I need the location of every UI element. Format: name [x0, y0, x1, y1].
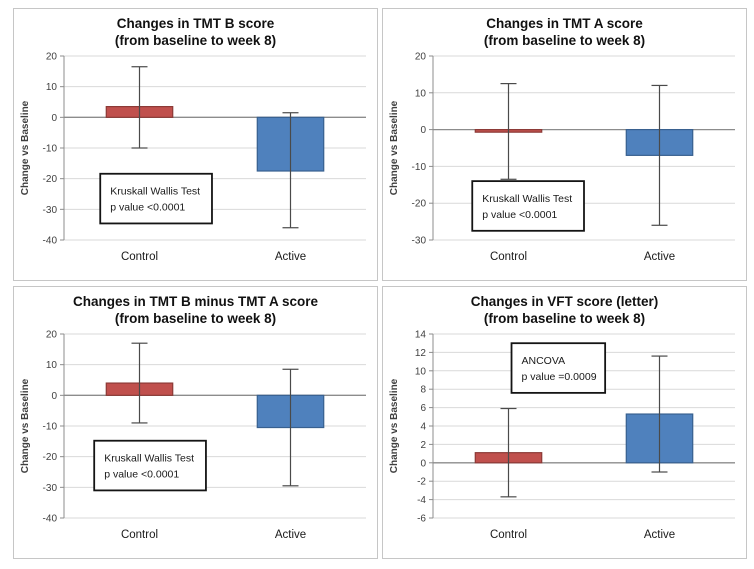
- chart-subtitle: (from baseline to week 8): [483, 311, 646, 326]
- y-axis-title: Change vs Baseline: [389, 100, 400, 195]
- category-label-control: Control: [489, 251, 526, 263]
- annotation-text: p value <0.0001: [482, 209, 557, 221]
- category-label-control: Control: [489, 529, 526, 541]
- y-tick-label: -20: [42, 174, 57, 185]
- category-label-active: Active: [274, 251, 305, 263]
- chart-title: Changes in TMT B minus TMT A score: [72, 294, 319, 309]
- tmt-b-minus-a-bar-chart: 20 10 0 -10 -20 -30 -40 Control Active Change vs …: [20, 330, 366, 541]
- annotation-text: Kruskall Wallis Test: [110, 186, 200, 198]
- y-axis-title: Change vs Baseline: [20, 378, 31, 473]
- y-tick-label: -10: [411, 162, 426, 173]
- y-tick-label: -20: [411, 199, 426, 210]
- chart-title-block: Changes in TMT B minus TMT A score (from…: [73, 293, 318, 327]
- tmt-b-bar-chart: 20 10 0 -10 -20 -30 -40 Control Active Change vs …: [20, 52, 366, 263]
- chart-title: Changes in VFT score (letter): [470, 294, 659, 309]
- category-label-control: Control: [120, 251, 157, 263]
- y-tick-label: 0: [420, 125, 426, 136]
- chart-subtitle: (from baseline to week 8): [114, 311, 277, 326]
- y-axis-title: Change vs Baseline: [20, 100, 31, 195]
- annotation-box: [510, 342, 606, 394]
- category-label-active: Active: [643, 529, 674, 541]
- chart-panel-tmt-a: Changes in TMT A score (from baseline to…: [382, 8, 747, 281]
- y-tick-label: 8: [420, 385, 426, 396]
- y-tick-label: -40: [42, 236, 57, 247]
- y-tick-label: 10: [414, 366, 426, 377]
- chart-subtitle: (from baseline to week 8): [483, 33, 646, 48]
- annotation-text: Kruskall Wallis Test: [104, 453, 194, 465]
- y-tick-label: -10: [42, 144, 57, 155]
- y-tick-label: 0: [51, 113, 57, 124]
- y-tick-label: -6: [417, 514, 426, 525]
- y-tick-label: 20: [414, 52, 426, 63]
- y-tick-label: -2: [417, 477, 426, 488]
- chart-title-block: Changes in TMT A score (from baseline to…: [484, 15, 645, 49]
- category-label-control: Control: [120, 529, 157, 541]
- y-tick-label: 10: [414, 88, 426, 99]
- chart-subtitle: (from baseline to week 8): [114, 33, 277, 48]
- chart-title-block: Changes in VFT score (letter) (from base…: [471, 293, 659, 327]
- chart-title: Changes in TMT A score: [486, 16, 643, 31]
- y-tick-label: -40: [42, 514, 57, 525]
- annotation-text: p value =0.0009: [521, 371, 596, 383]
- tmt-a-bar-chart: 20 10 0 -10 -20 -30 Control Active Change vs Bas…: [389, 52, 735, 263]
- y-tick-label: -30: [42, 483, 57, 494]
- y-tick-label: -30: [411, 236, 426, 247]
- y-tick-label: 6: [420, 403, 426, 414]
- annotation-box: [98, 172, 213, 225]
- y-tick-label: 4: [420, 422, 426, 433]
- annotation-box: [92, 439, 207, 492]
- annotation-box: [470, 180, 585, 232]
- chart-title-block: Changes in TMT B score (from baseline to…: [115, 15, 276, 49]
- chart-panel-tmt-b-minus-a: Changes in TMT B minus TMT A score (from…: [13, 286, 378, 559]
- annotation-text: ANCOVA: [521, 355, 565, 367]
- annotation-text: p value <0.0001: [104, 469, 179, 481]
- y-tick-label: 10: [45, 360, 57, 371]
- y-tick-label: -4: [417, 495, 426, 506]
- annotation-text: p value <0.0001: [110, 202, 185, 214]
- y-tick-label: 20: [45, 52, 57, 63]
- y-tick-label: -10: [42, 422, 57, 433]
- chart-panel-tmt-b: Changes in TMT B score (from baseline to…: [13, 8, 378, 281]
- chart-panel-vft: Changes in VFT score (letter) (from base…: [382, 286, 747, 559]
- vft-bar-chart: 14 12 10 8 6 4 2 0 -2 -4 -6 Control Active Change vs …: [389, 330, 735, 541]
- y-tick-label: 0: [51, 391, 57, 402]
- annotation-text: Kruskall Wallis Test: [482, 193, 572, 205]
- y-tick-label: 0: [420, 458, 426, 469]
- category-label-active: Active: [643, 251, 674, 263]
- y-tick-label: 12: [414, 348, 426, 359]
- chart-title: Changes in TMT B score: [116, 16, 275, 31]
- y-tick-label: 10: [45, 82, 57, 93]
- y-tick-label: -30: [42, 205, 57, 216]
- y-tick-label: 14: [414, 330, 426, 341]
- y-tick-label: 2: [420, 440, 426, 451]
- y-tick-label: -20: [42, 452, 57, 463]
- category-label-active: Active: [274, 529, 305, 541]
- y-axis-title: Change vs Baseline: [389, 378, 400, 473]
- y-tick-label: 20: [45, 330, 57, 341]
